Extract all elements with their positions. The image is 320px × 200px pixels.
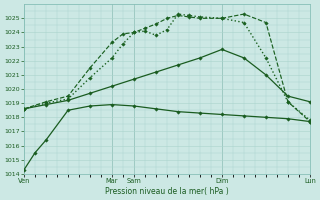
X-axis label: Pression niveau de la mer( hPa ): Pression niveau de la mer( hPa ) xyxy=(105,187,229,196)
